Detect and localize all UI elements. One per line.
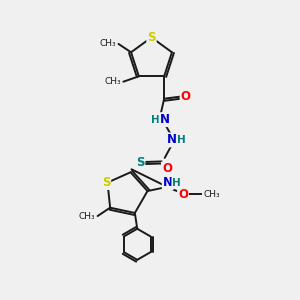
Text: O: O bbox=[178, 188, 188, 200]
Text: N: N bbox=[163, 176, 173, 189]
Text: S: S bbox=[136, 155, 145, 169]
Text: H: H bbox=[172, 178, 181, 188]
Text: N: N bbox=[160, 113, 170, 126]
Text: N: N bbox=[167, 134, 177, 146]
Text: CH₃: CH₃ bbox=[105, 77, 121, 86]
Text: CH₃: CH₃ bbox=[204, 190, 220, 199]
Text: H: H bbox=[177, 135, 185, 145]
Text: O: O bbox=[181, 90, 190, 103]
Text: O: O bbox=[162, 163, 172, 176]
Text: S: S bbox=[102, 176, 110, 189]
Text: CH₃: CH₃ bbox=[100, 39, 116, 48]
Text: S: S bbox=[147, 31, 156, 44]
Text: H: H bbox=[152, 115, 160, 124]
Text: CH₃: CH₃ bbox=[79, 212, 95, 220]
